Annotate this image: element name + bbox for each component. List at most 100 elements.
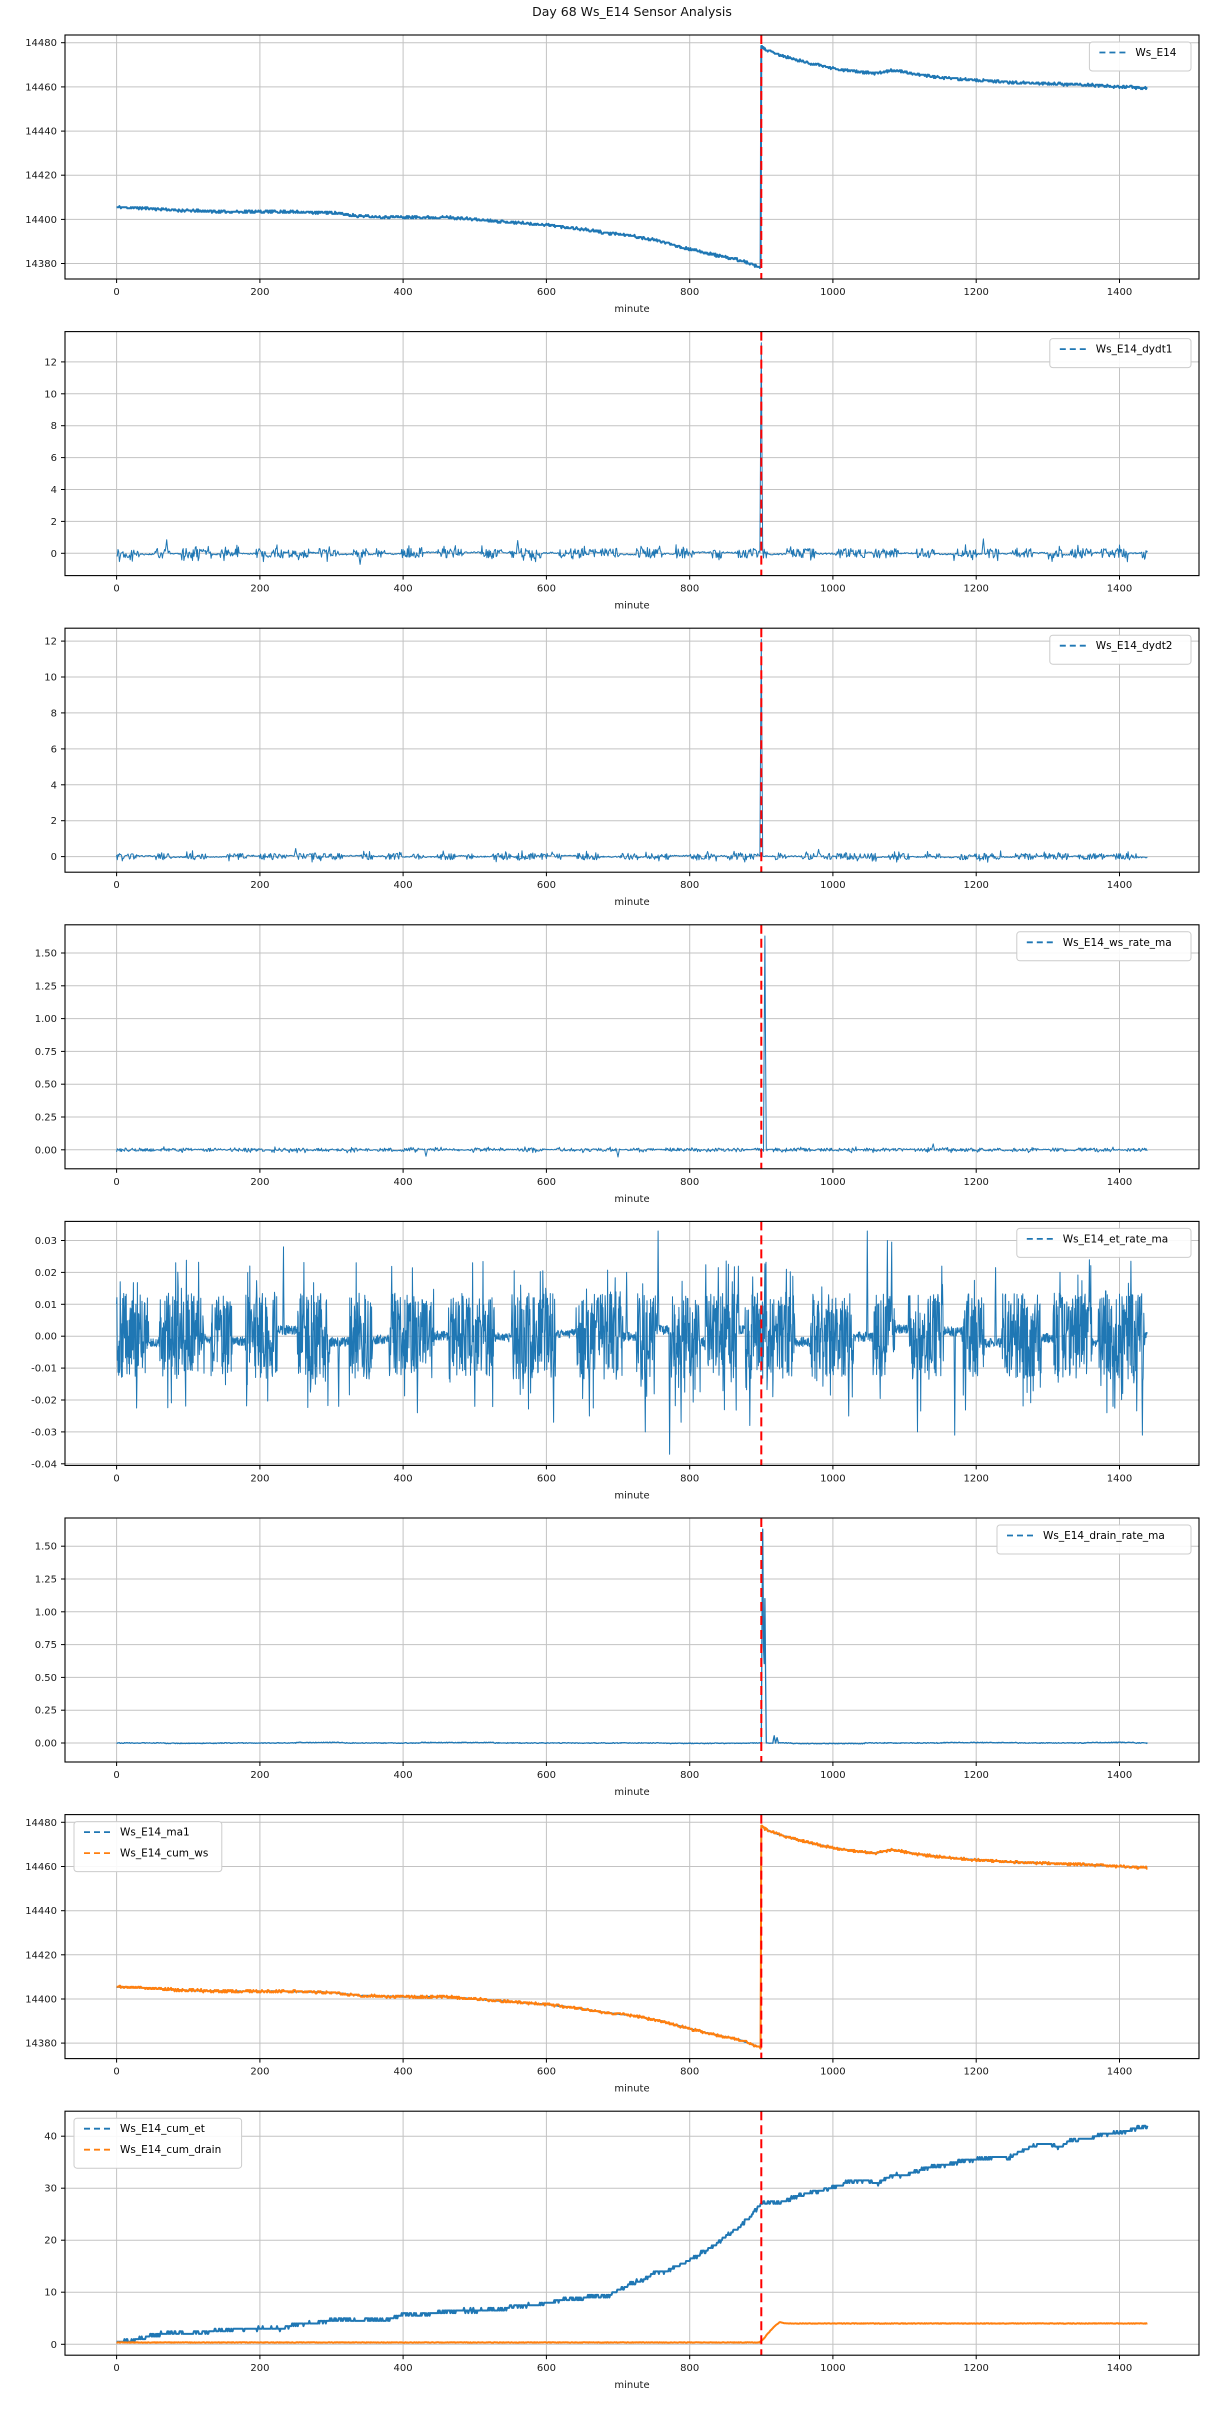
- legend-box: [1088, 41, 1192, 72]
- legend-label-Ws_E14_cum_ws: Ws_E14_cum_ws: [120, 1848, 208, 1860]
- x-tick-label: 1200: [963, 287, 988, 298]
- legend-label-Ws_E14_dydt1: Ws_E14_dydt1: [1096, 344, 1173, 356]
- x-tick-label: 600: [537, 584, 556, 595]
- gridlines: [65, 628, 1199, 873]
- figure-title: Day 68 Ws_E14 Sensor Analysis: [532, 4, 732, 19]
- subplot-6-Ws_E14_drain_rate_ma: 0.00 0.25 0.50 0.75 1.00 1.25 1.50 0 200 400 600 80…: [35, 1517, 1200, 1798]
- x-tick-label: 200: [250, 2067, 269, 2078]
- y-tick-label: 0.25: [35, 1113, 57, 1124]
- x-tick-label: 200: [250, 1770, 269, 1781]
- x-tick-label: 800: [680, 287, 699, 298]
- y-tick-label: 14420: [25, 171, 57, 182]
- x-tick-label: 1400: [1107, 1177, 1132, 1188]
- y-tick-label: 14480: [25, 38, 57, 49]
- plot-frame: [64, 2110, 1200, 2356]
- x-tick-label: 800: [680, 1473, 699, 1484]
- x-tick-label: 0: [113, 584, 119, 595]
- subplot-3-Ws_E14_dydt2: 0 2 4 6 8 10 12 0 200 400 600 800 1000 1200 1400 minute…: [44, 627, 1200, 908]
- series-line-Ws_E14_dydt1: [116, 342, 1148, 565]
- x-tick-label: 0: [113, 287, 119, 298]
- y-tick-label: 0.00: [35, 1739, 57, 1750]
- x-tick-label: 1000: [820, 1177, 845, 1188]
- x-tick-label: 800: [680, 1177, 699, 1188]
- x-tick-label: 1000: [820, 1770, 845, 1781]
- x-tick-label: 0: [113, 1473, 119, 1484]
- x-tick-label: 600: [537, 1177, 556, 1188]
- x-tick-label: 0: [113, 1770, 119, 1781]
- y-tick-label: 0.01: [35, 1300, 57, 1311]
- y-tick-label: 0.50: [35, 1080, 57, 1091]
- x-tick-label: 1000: [820, 2363, 845, 2374]
- legend-label-Ws_E14_dydt2: Ws_E14_dydt2: [1096, 640, 1173, 652]
- y-tick-label: 10: [44, 389, 57, 400]
- x-tick-label: 1200: [963, 2067, 988, 2078]
- x-tick-label: 800: [680, 1770, 699, 1781]
- x-tick-label: 1000: [820, 880, 845, 891]
- subplot-2-Ws_E14_dydt1: 0 2 4 6 8 10 12 0 200 400 600 800 1000 1200 1400 minute…: [44, 331, 1200, 612]
- series-line-Ws_E14: [116, 45, 1148, 269]
- x-tick-label: 1200: [963, 880, 988, 891]
- y-tick-label: 14480: [25, 1818, 57, 1829]
- x-tick-label: 200: [250, 1473, 269, 1484]
- x-tick-label: 1400: [1107, 584, 1132, 595]
- x-tick-label: 1000: [820, 584, 845, 595]
- x-tick-label: 600: [537, 1770, 556, 1781]
- x-tick-label: 1400: [1107, 880, 1132, 891]
- plot-frame: [64, 1517, 1200, 1763]
- y-tick-label: 14400: [25, 215, 57, 226]
- subplot-5-Ws_E14_et_rate_ma: -0.04 -0.03 -0.02 -0.01 0.00 0.01 0.02 0.03 0 200…: [31, 1220, 1200, 1501]
- legend-box: [1016, 931, 1192, 962]
- plot-frame: [64, 627, 1200, 873]
- x-tick-label: 1200: [963, 1473, 988, 1484]
- x-tick-label: 200: [250, 584, 269, 595]
- gridlines: [65, 35, 1199, 279]
- y-tick-label: 20: [44, 2236, 57, 2247]
- y-tick-label: 14440: [25, 127, 57, 138]
- y-tick-label: 0: [51, 2340, 57, 2351]
- x-tick-label: 1000: [820, 1473, 845, 1484]
- legend-label-Ws_E14_cum_et: Ws_E14_cum_et: [120, 2123, 205, 2135]
- x-tick-label: 400: [394, 1770, 413, 1781]
- y-tick-label: 14420: [25, 1950, 57, 1961]
- legend-box: [1016, 1227, 1192, 1258]
- plot-frame: [64, 1814, 1200, 2060]
- series-line-Ws_E14_drain_rate_ma: [116, 1528, 1148, 1745]
- y-tick-label: 1.00: [35, 1607, 57, 1618]
- x-tick-label: 0: [113, 1177, 119, 1188]
- x-tick-label: 1400: [1107, 1770, 1132, 1781]
- y-tick-label: 14380: [25, 2039, 57, 2050]
- legend-box: [1049, 338, 1192, 369]
- x-tick-label: 800: [680, 880, 699, 891]
- y-tick-label: 14400: [25, 1995, 57, 2006]
- y-tick-label: -0.01: [31, 1364, 57, 1375]
- x-tick-label: 1200: [963, 1770, 988, 1781]
- axis-label-minute: minute: [614, 2084, 649, 2095]
- x-tick-label: 200: [250, 1177, 269, 1188]
- y-tick-label: 0: [51, 549, 57, 560]
- y-tick-label: -0.02: [31, 1396, 57, 1407]
- y-tick-label: 2: [51, 816, 57, 827]
- legend: Ws_E14: [1088, 41, 1192, 72]
- subplot-4-Ws_E14_ws_rate_ma: 0.00 0.25 0.50 0.75 1.00 1.25 1.50 0 200 400 600 80…: [35, 924, 1200, 1205]
- x-tick-label: 0: [113, 2363, 119, 2374]
- y-tick-label: 1.00: [35, 1014, 57, 1025]
- legend-label-Ws_E14: Ws_E14: [1135, 47, 1176, 59]
- x-tick-label: 0: [113, 2067, 119, 2078]
- axis-label-minute: minute: [614, 601, 649, 612]
- y-tick-label: 0.25: [35, 1706, 57, 1717]
- gridlines: [65, 2111, 1199, 2356]
- x-tick-label: 200: [250, 880, 269, 891]
- legend-box: [1049, 634, 1192, 665]
- x-tick-label: 600: [537, 2363, 556, 2374]
- x-tick-label: 1400: [1107, 2067, 1132, 2078]
- x-tick-label: 600: [537, 1473, 556, 1484]
- x-tick-label: 400: [394, 2363, 413, 2374]
- y-tick-label: -0.04: [31, 1459, 57, 1470]
- plot-frame: [64, 924, 1200, 1170]
- series-line-Ws_E14_et_rate_ma: [116, 1230, 1148, 1455]
- y-tick-label: 2: [51, 517, 57, 528]
- x-tick-label: 0: [113, 880, 119, 891]
- y-tick-label: 1.25: [35, 1575, 57, 1586]
- series-line-Ws_E14_cum_drain: [116, 2321, 1148, 2344]
- y-tick-label: 6: [51, 744, 57, 755]
